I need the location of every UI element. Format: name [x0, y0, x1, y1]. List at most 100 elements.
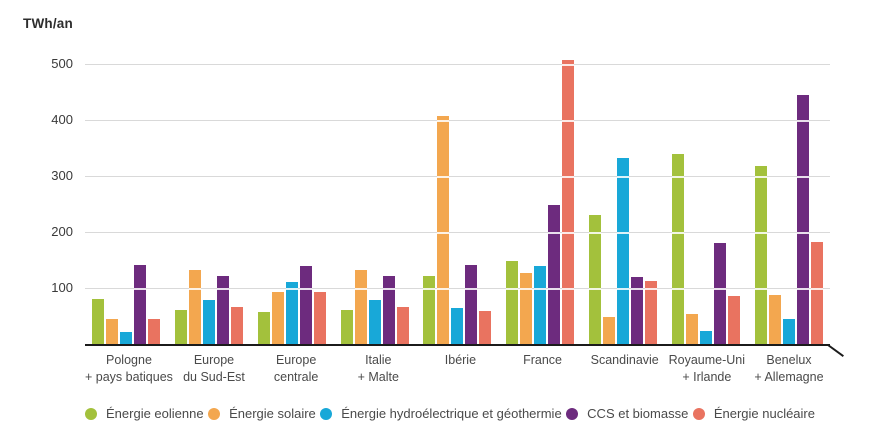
gridline-500: [85, 64, 830, 65]
bar: [699, 330, 712, 344]
bar: [782, 318, 795, 344]
bar: [451, 308, 464, 344]
bar: [423, 275, 436, 344]
legend-item: Énergie hydroélectrique et géothermie: [320, 406, 562, 421]
gridline-100: [85, 288, 830, 289]
x-axis-label-6: France: [501, 352, 583, 386]
x-axis-label-9: Benelux + Allemagne: [748, 352, 830, 386]
plot-area: 100 200 300 400 500: [51, 56, 844, 357]
bar-group-6: [506, 59, 575, 344]
bar-group-4: [340, 64, 409, 344]
y-tick-label-100: 100: [51, 280, 73, 295]
bar: [271, 291, 284, 344]
x-axis-label-line: centrale: [273, 370, 319, 384]
y-tick-label-500: 500: [51, 56, 73, 71]
bar: [671, 153, 684, 344]
bar-group-7: [588, 64, 657, 344]
bar: [465, 265, 478, 344]
x-axis-label-7: Scandinavie: [584, 352, 666, 386]
legend-color-dot: [208, 407, 221, 420]
legend-color-dot: [692, 407, 705, 420]
legend-item: Énergie eolienne: [85, 406, 204, 421]
bar: [630, 276, 643, 344]
legend-label: Énergie nucléaire: [713, 406, 815, 421]
x-axis-label-line: + Allemagne: [754, 370, 824, 384]
legend-label: Énergie hydroélectrique et géothermie: [341, 406, 562, 421]
bar-group-3: [257, 64, 326, 344]
bar: [713, 242, 726, 344]
bar: [754, 166, 767, 344]
y-tick-label-200: 200: [51, 224, 73, 239]
legend-color-dot: [566, 407, 579, 420]
x-axis-label-5: Ibérie: [419, 352, 501, 386]
bar: [548, 205, 561, 344]
bar: [92, 299, 105, 344]
bar: [106, 318, 119, 344]
bar: [134, 265, 147, 344]
bar: [285, 282, 298, 344]
bar: [257, 312, 270, 344]
bar: [354, 269, 367, 344]
x-axis-label-line: France: [523, 353, 562, 367]
bar: [340, 310, 353, 344]
bar: [796, 95, 809, 344]
x-axis-label-2: Europe du Sud-Est: [173, 352, 255, 386]
legend-label: Énergie solaire: [229, 406, 316, 421]
bar: [727, 295, 740, 344]
x-axis-label-8: Royaume-Uni + Irlande: [666, 352, 748, 386]
legend-color-dot: [320, 407, 333, 420]
bar: [479, 310, 492, 344]
gridline-300: [85, 176, 830, 177]
legend-item: Énergie nucléaire: [692, 406, 815, 421]
bar: [148, 318, 161, 344]
x-axis-labels: Pologne + pays batiques Europe du Sud-Est Eu…: [85, 352, 830, 386]
bar-group-1: [92, 64, 161, 344]
legend: Énergie eolienne Énergie solaire Énergie h…: [85, 406, 815, 421]
bar: [562, 59, 575, 344]
x-axis-label-line: Europe: [193, 353, 235, 367]
bar: [506, 260, 519, 344]
x-axis-label-line: Scandinavie: [590, 353, 659, 367]
x-axis-label-line: + pays batiques: [85, 370, 173, 384]
bar-group-9: [754, 64, 823, 344]
bar: [217, 276, 230, 344]
bar: [396, 307, 409, 344]
bar: [437, 115, 450, 344]
x-axis-label-3: Europe centrale: [255, 352, 337, 386]
bar: [768, 294, 781, 344]
x-axis-label-line: du Sud-Est: [183, 370, 245, 384]
x-axis-label-4: Italie + Malte: [337, 352, 419, 386]
bar: [602, 317, 615, 344]
bar: [175, 310, 188, 344]
bar: [644, 280, 657, 344]
bar: [616, 157, 629, 344]
bar: [534, 266, 547, 344]
bar-group-8: [671, 64, 740, 344]
x-axis-label-line: Ibérie: [444, 353, 477, 367]
x-axis-label-1: Pologne + pays batiques: [85, 352, 173, 386]
bar: [685, 314, 698, 344]
legend-color-dot: [85, 407, 97, 420]
y-axis-unit-label: TWh/an: [23, 16, 73, 31]
x-axis-label-line: Benelux: [766, 353, 812, 367]
bar-group-2: [175, 64, 244, 344]
legend-label: Énergie eolienne: [106, 406, 204, 421]
x-axis-label-line: + Irlande: [682, 370, 732, 384]
bar-groups-layer: [85, 59, 830, 344]
bar: [810, 241, 823, 344]
bar: [203, 300, 216, 344]
bar: [520, 272, 533, 344]
gridline-200: [85, 232, 830, 233]
bar: [368, 300, 381, 344]
legend-item: Énergie solaire: [208, 406, 316, 421]
y-tick-label-300: 300: [51, 168, 73, 183]
legend-item: CCS et biomasse: [566, 406, 688, 421]
x-axis-label-line: Royaume-Uni: [668, 353, 746, 367]
x-axis-label-line: Italie: [365, 353, 392, 367]
bar: [382, 276, 395, 344]
legend-label: CCS et biomasse: [587, 406, 689, 421]
x-axis-label-line: Europe: [275, 353, 317, 367]
x-axis-label-line: + Malte: [357, 370, 399, 384]
x-axis-label-line: Pologne: [106, 353, 152, 367]
y-tick-label-400: 400: [51, 112, 73, 127]
